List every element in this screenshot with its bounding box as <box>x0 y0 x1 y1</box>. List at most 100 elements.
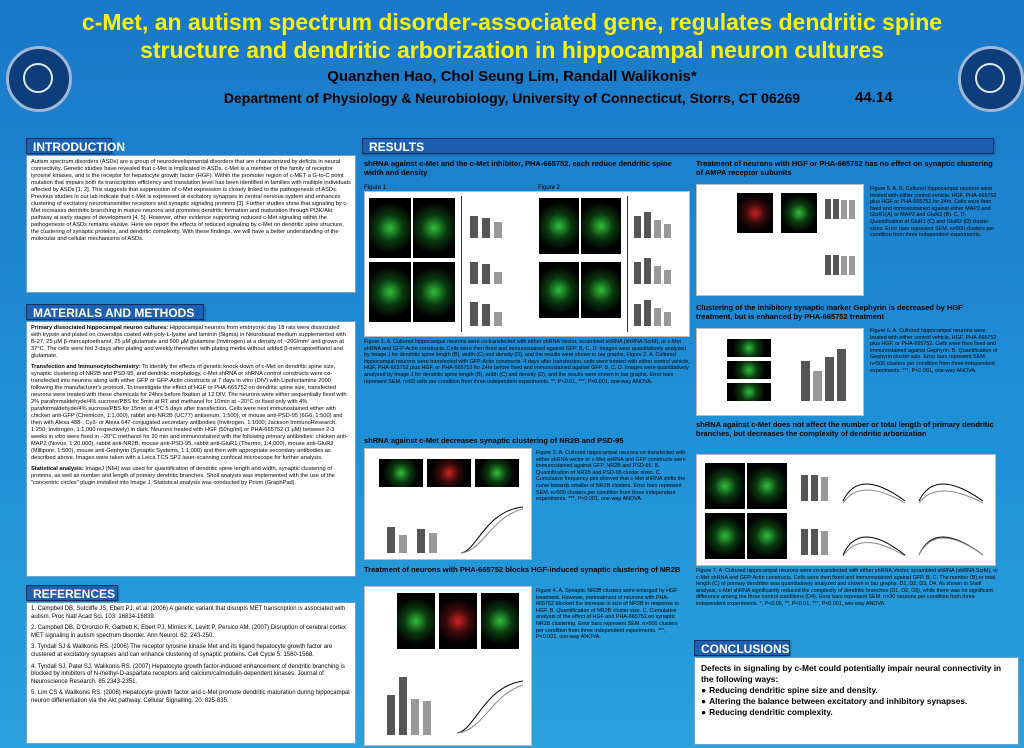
micrograph-shrna-scrm <box>705 513 745 559</box>
bar <box>387 695 395 735</box>
micrograph-gephyrin <box>727 383 771 401</box>
micrograph-nr2b <box>379 459 423 487</box>
conclusion-item: Altering the balance between excitatory … <box>701 696 1012 707</box>
bar <box>837 349 846 401</box>
bar <box>399 535 407 553</box>
introduction-paragraph: Autism spectrum disorders (ASDs) are a g… <box>31 159 351 242</box>
bar <box>654 266 661 284</box>
micrograph-overlay <box>481 593 519 649</box>
poster-header: c-Met, an autism spectrum disorder-assoc… <box>0 0 1024 112</box>
bar <box>833 199 839 219</box>
micrograph-cmet-shrna <box>413 262 455 322</box>
bar <box>387 527 395 553</box>
conclusion-item: Reducing dendritic spine size and densit… <box>701 685 1012 696</box>
poster-authors: Quanzhen Hao, Chol Seung Lim, Randall Wa… <box>327 68 697 85</box>
references-heading: REFERENCES <box>26 585 118 601</box>
results-heading: RESULTS <box>362 138 994 154</box>
figure-4-panels <box>364 586 532 746</box>
bar <box>470 262 478 284</box>
bar <box>849 256 855 275</box>
bar <box>833 255 839 275</box>
bar <box>825 357 834 401</box>
bar <box>841 256 847 275</box>
micrograph-nr2b <box>439 593 477 649</box>
micrograph-control <box>539 198 579 254</box>
bar-graphs-fig1 <box>461 196 532 332</box>
bar <box>417 529 425 553</box>
bar <box>644 258 651 284</box>
micrograph-hgf <box>581 198 621 254</box>
bar <box>664 270 671 284</box>
bar <box>411 699 419 735</box>
bar <box>654 308 661 326</box>
figure-5-panels <box>696 184 864 296</box>
methods-culture-text: Hippocampal neurons from embryonic day 1… <box>31 325 346 359</box>
figure-2-label: Figure 2 <box>538 185 561 191</box>
figure-3-caption: Figure 3. A. Cultured hippocampal neuron… <box>536 450 686 503</box>
sholl-analysis-plots <box>842 483 984 557</box>
bar <box>470 216 478 238</box>
bar <box>644 212 651 238</box>
conclusions-list: Reducing dendritic spine size and densit… <box>701 685 1012 718</box>
reference-item: 5. Lim CS & Walikonis RS. (2008) Hepatoc… <box>31 690 350 704</box>
results-heading-fig4: Treatment of neurons with PHA-665752 blo… <box>364 565 681 574</box>
cumulative-plot-fig4 <box>456 680 524 734</box>
introduction-text-box: Autism spectrum disorders (ASDs) are a g… <box>26 155 356 293</box>
reference-item: 4. Tyndall SJ, Patel SJ, Walikonis RS. (… <box>31 663 345 685</box>
reference-item: 1. Campbell DB, Sutcliffe JS, Ebert PJ, … <box>31 606 346 620</box>
bar <box>634 216 641 238</box>
micrograph-gephyrin <box>727 361 771 379</box>
bar <box>813 371 822 401</box>
bar <box>849 200 855 219</box>
university-seal-logo-right <box>958 46 1024 112</box>
micrograph-gfp-actin <box>705 463 745 509</box>
bar <box>821 477 828 501</box>
results-heading-fig3: shRNA against c-Met decreases synaptic c… <box>364 436 624 445</box>
micrograph-shrna-vector <box>413 198 455 258</box>
bar <box>482 304 490 326</box>
figure-7-caption: Figure 7. A. Cultured hippocampal neuron… <box>696 568 999 607</box>
micrograph-gfp-actin <box>369 198 411 258</box>
micrograph-pha-hgf <box>539 262 579 318</box>
methods-paragraph-culture: Primary dissociated hippocampal neuron c… <box>31 325 351 360</box>
bar <box>825 255 831 275</box>
figure-3-panels <box>364 448 532 560</box>
figure-4-caption: Figure 4. A. Synaptic NR2B clusters were… <box>536 588 679 641</box>
bar <box>399 677 407 735</box>
conclusions-lead: Defects in signaling by c-Met could pote… <box>701 663 1002 684</box>
bar <box>821 531 828 555</box>
bar <box>423 701 431 735</box>
bar <box>811 475 818 501</box>
introduction-heading: INTRODUCTION <box>26 138 125 154</box>
bar <box>634 262 641 284</box>
poster-number: 44.14 <box>855 89 893 106</box>
bar <box>470 302 478 326</box>
micrograph-pha <box>581 262 621 318</box>
bar <box>482 218 490 238</box>
bar <box>811 529 818 555</box>
results-heading-fig7: shRNA against c-Met does not affect the … <box>696 420 994 438</box>
micrograph-glur2 <box>781 193 817 233</box>
methods-paragraph-statistics: Statistical analysis: ImageJ (NIH) was u… <box>31 466 351 487</box>
micrograph-shrna-scrm <box>369 262 411 322</box>
reference-item: 2. Campbell DB, D'Oronzio R, Garbett K, … <box>31 625 346 639</box>
micrograph-psd95 <box>427 459 471 487</box>
bar <box>801 529 808 555</box>
bar-graphs-fig2 <box>627 196 688 332</box>
bar <box>654 220 661 238</box>
micrograph-glur1 <box>737 193 773 233</box>
poster-department: Department of Physiology & Neurobiology,… <box>223 90 801 106</box>
poster-title: c-Met, an autism spectrum disorder-assoc… <box>81 9 943 63</box>
micrograph-map2 <box>397 593 435 649</box>
cumulative-plot-fig3 <box>460 506 524 554</box>
micrograph-overlay <box>475 459 519 487</box>
bar <box>644 300 651 326</box>
bar <box>429 533 437 553</box>
bar <box>801 361 810 401</box>
figure-6-caption: Figure 6. A. Cultured hippocampal neuron… <box>870 328 998 374</box>
figure-1-2-panels <box>364 191 690 337</box>
methods-paragraph-transfection: Transfection and Immunocytochemistry: To… <box>31 364 351 462</box>
methods-heading: MATERIALS AND METHODS <box>26 304 204 320</box>
university-seal-logo-left <box>6 46 72 112</box>
figure-5-caption: Figure 5. A, B. Cultured hippocampal neu… <box>870 186 997 239</box>
